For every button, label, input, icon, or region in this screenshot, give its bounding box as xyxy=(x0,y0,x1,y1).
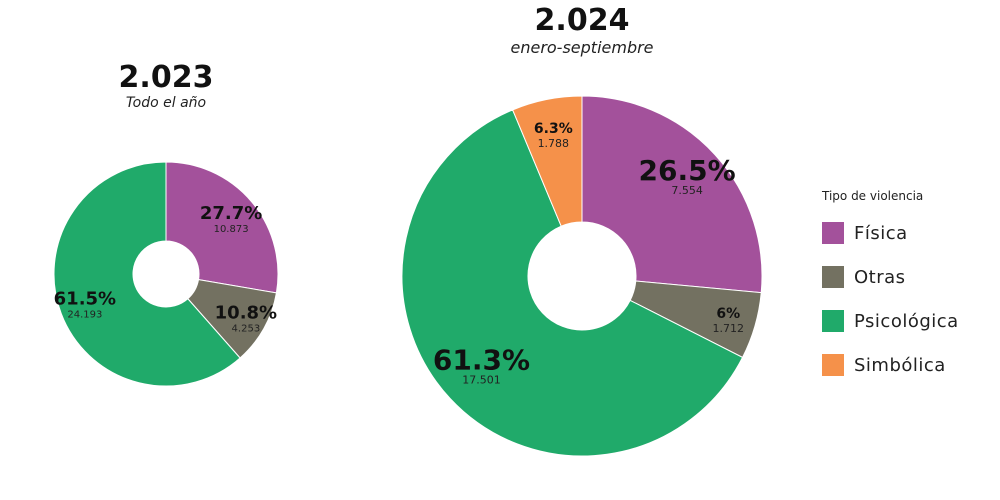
legend-label: Otras xyxy=(854,266,906,288)
legend-label: Física xyxy=(854,222,908,244)
legend-swatch-fisica xyxy=(822,222,844,244)
chart-title-2024: 2.024 xyxy=(534,3,630,38)
legend-item-fisica: Física xyxy=(822,211,959,255)
legend-item-otras: Otras xyxy=(822,255,959,299)
chart-subtitle-2024: enero-septiembre xyxy=(510,38,654,57)
legend-label: Simbólica xyxy=(854,354,946,376)
slice-count-label: 4.253 xyxy=(232,324,261,335)
legend-item-simbolica: Simbólica xyxy=(822,343,959,387)
legend-swatch-simbolica xyxy=(822,354,844,376)
slice-percent-label: 61.5% xyxy=(54,289,116,310)
legend-swatch-otras xyxy=(822,266,844,288)
slice-percent-label: 61.3% xyxy=(433,343,530,376)
donut-slice-física xyxy=(165,161,279,294)
slice-percent-label: 6.3% xyxy=(534,121,573,137)
chart-title-2023: 2.023 xyxy=(118,60,214,95)
donut-slice-psicológica xyxy=(53,161,241,387)
legend-title: Tipo de violencia xyxy=(822,189,924,203)
legend-swatch-psicologica xyxy=(822,310,844,332)
slice-count-label: 1.788 xyxy=(538,137,570,150)
slice-percent-label: 6% xyxy=(716,306,740,322)
donut-slice-simbólica xyxy=(512,95,583,227)
slice-count-label: 17.501 xyxy=(462,373,501,386)
donut-slice-psicológica xyxy=(401,109,744,457)
slice-count-label: 7.554 xyxy=(671,184,703,197)
legend: Tipo de violencia Física Otras Psicológi… xyxy=(822,189,959,387)
donut-slice-física xyxy=(581,95,763,294)
slice-count-label: 24.193 xyxy=(67,310,102,321)
legend-item-psicologica: Psicológica xyxy=(822,299,959,343)
chart-subtitle-2023: Todo el año xyxy=(125,95,207,111)
slice-percent-label: 27.7% xyxy=(200,203,262,224)
slice-count-label: 10.873 xyxy=(214,224,249,235)
slice-percent-label: 10.8% xyxy=(215,303,277,324)
slice-percent-label: 26.5% xyxy=(639,154,736,187)
slice-count-label: 1.712 xyxy=(713,322,745,335)
legend-label: Psicológica xyxy=(854,310,959,332)
